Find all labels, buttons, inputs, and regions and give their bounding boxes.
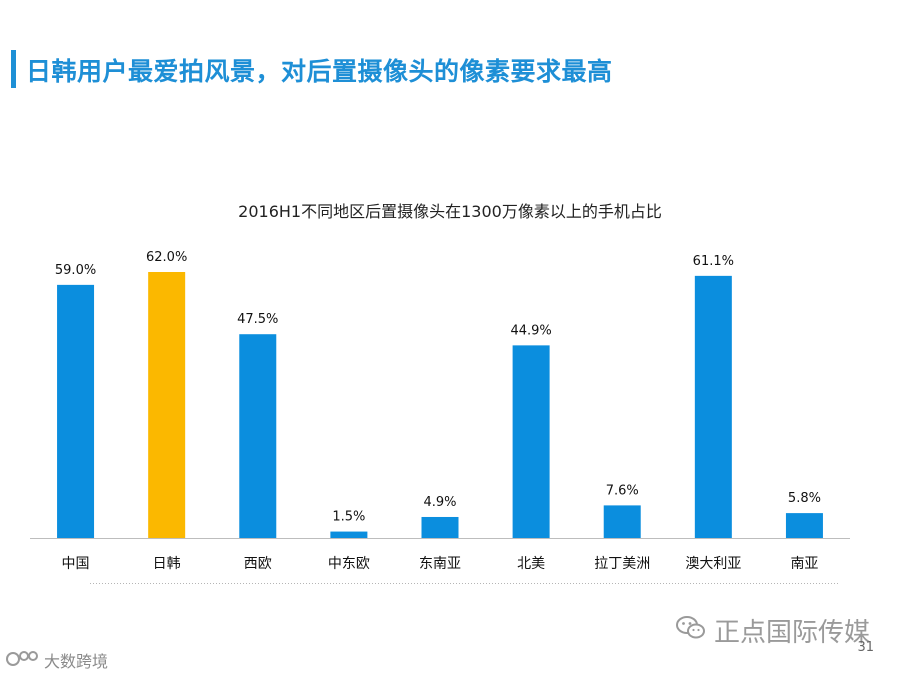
- watermark-left-text: 大数跨境: [44, 652, 109, 671]
- watermark-brand: 正点国际传媒: [675, 612, 870, 649]
- bar-3: [239, 334, 277, 538]
- wechat-icon: [675, 615, 706, 647]
- logo-icon: [6, 648, 40, 672]
- bar-8: [694, 275, 732, 538]
- category-label-3: 西欧: [244, 556, 272, 572]
- category-label-2: 日韩: [153, 556, 181, 572]
- bar-7: [603, 505, 641, 538]
- bar-6: [512, 345, 550, 538]
- category-label-5: 东南亚: [419, 556, 461, 572]
- category-label-8: 澳大利亚: [685, 556, 741, 572]
- chart-title: 2016H1不同地区后置摄像头在1300万像素以上的手机占比: [238, 202, 662, 221]
- category-label-4: 中东欧: [328, 556, 370, 572]
- bar-2: [148, 272, 186, 538]
- title-accent-bar: [11, 50, 16, 88]
- value-label-8: 61.1%: [693, 254, 734, 269]
- category-label-6: 北美: [517, 556, 545, 572]
- page-number: 31: [857, 640, 874, 655]
- category-label-7: 拉丁美洲: [594, 556, 650, 572]
- watermark-brand-text: 正点国际传媒: [713, 618, 870, 648]
- watermark-left: 大数跨境: [6, 648, 108, 672]
- category-label-9: 南亚: [790, 556, 818, 572]
- bar-9: [785, 513, 823, 538]
- value-label-2: 62.0%: [146, 250, 187, 265]
- category-labels-group: 中国 日韩 西欧 中东欧 东南亚 北美 拉丁美洲 澳大利亚 南亚: [62, 556, 819, 572]
- value-label-6: 44.9%: [510, 323, 551, 338]
- value-label-3: 47.5%: [237, 312, 278, 327]
- bar-4: [330, 531, 368, 538]
- bar-1: [57, 284, 95, 538]
- bars-group: [57, 272, 823, 538]
- value-label-7: 7.6%: [606, 483, 639, 498]
- bar-5: [421, 516, 459, 538]
- page-title: 日韩用户最爱拍风景，对后置摄像头的像素要求最高: [26, 57, 613, 86]
- category-label-1: 中国: [62, 556, 90, 572]
- value-label-1: 59.0%: [55, 263, 96, 278]
- value-label-9: 5.8%: [788, 491, 821, 506]
- value-label-4: 1.5%: [332, 510, 365, 525]
- value-label-5: 4.9%: [423, 495, 456, 510]
- value-labels-group: 59.0% 62.0% 47.5% 1.5% 4.9% 44.9% 7.6% 61.1% 5.8…: [55, 250, 821, 525]
